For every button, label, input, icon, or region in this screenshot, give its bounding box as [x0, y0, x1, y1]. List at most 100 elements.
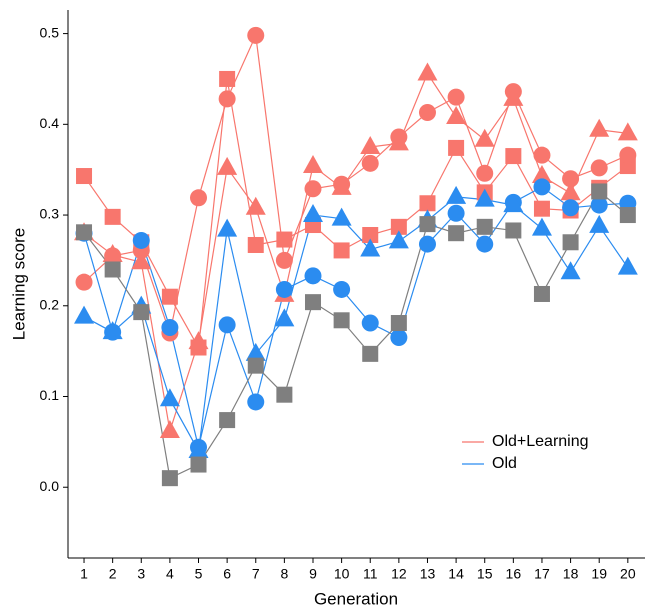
- triangle-marker: [531, 217, 552, 236]
- triangle-marker: [188, 331, 209, 350]
- triangle-marker: [503, 87, 524, 106]
- triangle-marker: [302, 155, 323, 174]
- circle-marker: [562, 199, 580, 217]
- square-marker: [362, 345, 379, 362]
- square-marker: [448, 225, 465, 242]
- x-tick-label: 2: [109, 566, 117, 582]
- circle-marker: [447, 204, 465, 222]
- series-line: [83, 72, 628, 432]
- square-marker: [591, 183, 608, 200]
- circle-marker: [75, 273, 93, 291]
- square-marker: [104, 261, 121, 278]
- circle-marker: [533, 146, 551, 164]
- triangle-marker: [474, 128, 495, 147]
- circle-marker: [218, 316, 236, 334]
- triangle-marker: [159, 388, 180, 407]
- triangle-marker: [331, 207, 352, 226]
- circle-marker: [418, 235, 436, 253]
- square-marker: [276, 386, 293, 403]
- circle-marker: [476, 235, 494, 253]
- square-marker: [333, 312, 350, 329]
- circle-marker: [247, 26, 265, 44]
- square-marker: [133, 304, 150, 321]
- x-tick-label: 13: [420, 566, 436, 582]
- triangle-marker: [446, 185, 467, 204]
- square-marker: [304, 294, 321, 311]
- square-marker: [476, 218, 493, 235]
- x-tick-label: 5: [195, 566, 203, 582]
- triangle-marker: [159, 419, 180, 438]
- triangle-marker: [474, 188, 495, 207]
- x-tick-label: 20: [620, 566, 636, 582]
- circle-marker: [161, 319, 179, 337]
- triangle-marker: [245, 342, 266, 361]
- triangle-marker: [531, 165, 552, 184]
- y-tick-label: 0.1: [40, 387, 60, 403]
- x-tick-label: 7: [252, 566, 260, 582]
- circle-marker: [218, 90, 236, 108]
- triangle-marker: [131, 251, 152, 270]
- series-line: [83, 33, 629, 336]
- square-marker: [219, 70, 236, 87]
- y-tick-label: 0.5: [40, 24, 60, 40]
- square-marker: [333, 242, 350, 259]
- circle-marker: [562, 170, 580, 188]
- triangle-marker: [589, 118, 610, 137]
- x-tick-label: 18: [563, 566, 579, 582]
- square-marker: [104, 208, 121, 225]
- triangle-marker: [217, 218, 238, 237]
- x-tick-label: 11: [363, 566, 378, 582]
- x-tick-label: 1: [80, 566, 88, 582]
- triangle-marker: [102, 321, 123, 340]
- circle-marker: [304, 267, 322, 285]
- triangle-marker: [503, 194, 524, 213]
- legend-label: Old+Learning: [492, 433, 589, 450]
- circle-marker: [590, 196, 608, 214]
- square-marker: [276, 231, 293, 248]
- circle-marker: [476, 164, 494, 182]
- triangle-marker: [617, 122, 638, 141]
- series-line: [83, 78, 629, 350]
- square-marker: [533, 285, 550, 302]
- circle-marker: [390, 329, 408, 347]
- circle-marker: [361, 314, 379, 332]
- triangle-marker: [388, 132, 409, 151]
- x-tick-label: 3: [137, 566, 145, 582]
- x-tick-label: 16: [506, 566, 522, 582]
- square-marker: [247, 236, 264, 253]
- circle-marker: [447, 88, 465, 106]
- circle-marker: [247, 393, 265, 411]
- square-marker: [505, 148, 522, 165]
- y-axis-title: Learning score: [9, 228, 28, 340]
- square-marker: [76, 168, 93, 185]
- triangle-marker: [274, 308, 295, 327]
- triangle-marker: [102, 243, 123, 262]
- square-marker: [419, 216, 436, 233]
- square-marker: [161, 470, 178, 487]
- x-tick-label: 15: [477, 566, 493, 582]
- triangle-marker: [589, 214, 610, 233]
- square-marker: [448, 139, 465, 156]
- square-marker: [562, 234, 579, 251]
- x-tick-label: 10: [334, 566, 350, 582]
- circle-marker: [275, 280, 293, 298]
- square-marker: [362, 227, 379, 244]
- square-marker: [76, 224, 93, 241]
- triangle-marker: [417, 62, 438, 81]
- triangle-marker: [360, 136, 381, 154]
- triangle-marker: [446, 106, 467, 125]
- x-tick-label: 9: [309, 566, 317, 582]
- square-marker: [419, 195, 436, 212]
- x-tick-label: 14: [448, 566, 464, 582]
- triangle-marker: [360, 238, 381, 257]
- y-tick-label: 0.3: [40, 206, 60, 222]
- x-tick-label: 4: [166, 566, 174, 582]
- circle-marker: [190, 189, 208, 207]
- square-marker: [390, 315, 407, 332]
- x-tick-label: 19: [591, 566, 607, 582]
- circle-marker: [619, 146, 637, 164]
- circle-marker: [418, 104, 436, 122]
- square-marker: [161, 288, 178, 305]
- circle-marker: [132, 231, 150, 249]
